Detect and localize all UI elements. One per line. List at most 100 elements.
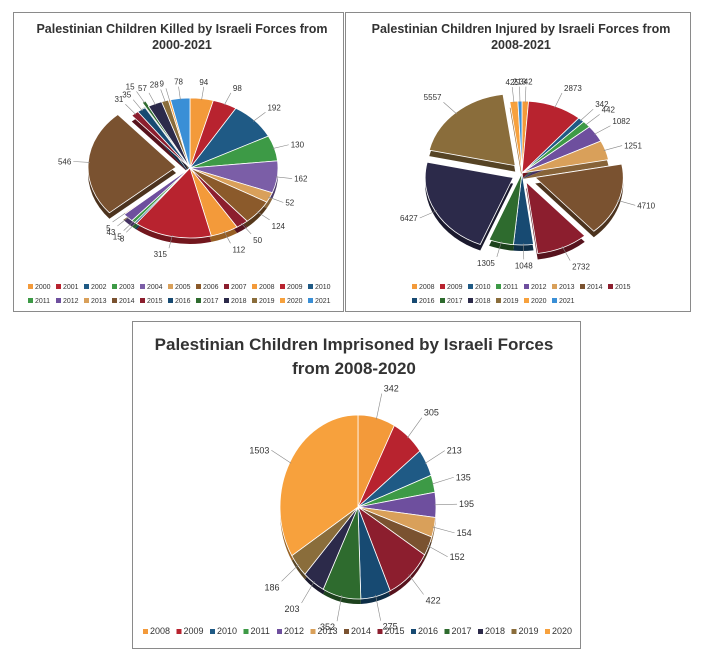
legend-label-2012: 2012 <box>284 626 304 636</box>
legend-swatch-2012 <box>524 284 529 289</box>
leader-line-2009 <box>554 92 563 108</box>
legend-swatch-2006 <box>196 284 201 289</box>
legend-swatch-2014 <box>344 629 349 634</box>
leader-line-2008 <box>223 230 231 244</box>
leader-line-2008 <box>376 393 383 420</box>
leader-line-2014 <box>73 161 91 163</box>
data-label-2018: 203 <box>285 604 300 614</box>
leader-line-2010 <box>126 221 137 233</box>
data-label-2013: 1251 <box>624 142 642 151</box>
legend-label-2006: 2006 <box>203 284 219 291</box>
legend-label-2009: 2009 <box>184 626 204 636</box>
legend-swatch-2010 <box>468 284 473 289</box>
legend-swatch-2011 <box>28 298 33 303</box>
leader-line-2011 <box>431 476 454 485</box>
legend-swatch-2014 <box>112 298 117 303</box>
leader-line-2008 <box>524 86 527 103</box>
legend-label-2021: 2021 <box>315 298 331 305</box>
data-label-2014: 4710 <box>637 201 655 210</box>
leader-line-2012 <box>117 216 130 227</box>
legend-label-2018: 2018 <box>485 626 505 636</box>
leader-line-2015 <box>561 246 571 261</box>
legend-label-2004: 2004 <box>147 284 163 291</box>
legend-swatch-2016 <box>168 298 173 303</box>
data-label-2016: 275 <box>383 622 398 632</box>
data-label-2008: 342 <box>384 384 399 394</box>
legend-label-2017: 2017 <box>447 298 463 305</box>
legend-swatch-2014 <box>580 284 585 289</box>
chart-title-line-2: 2000-2021 <box>152 38 212 52</box>
data-label-2002: 192 <box>267 103 281 112</box>
legend-label-2008: 2008 <box>150 626 170 636</box>
legend-label-2010: 2010 <box>315 284 331 291</box>
data-label-2003: 130 <box>291 141 305 150</box>
data-label-2016: 1048 <box>515 261 533 270</box>
legend-label-2017: 2017 <box>452 626 472 636</box>
legend-swatch-2012 <box>56 298 61 303</box>
legend-label-2005: 2005 <box>175 284 191 291</box>
legend-swatch-2017 <box>444 629 450 634</box>
leader-line-2017 <box>136 91 145 104</box>
legend-swatch-2015 <box>608 284 613 289</box>
leader-line-2012 <box>434 503 458 506</box>
legend-label-2021: 2021 <box>559 298 575 305</box>
leader-line-2010 <box>424 450 445 464</box>
pie-chart-injured: Palestinian Children Injured by Israeli … <box>372 22 671 305</box>
legend-label-2017: 2017 <box>203 298 219 305</box>
leader-line-2013 <box>603 145 623 151</box>
legend-label-2014: 2014 <box>351 626 371 636</box>
leader-line-2004 <box>275 176 293 179</box>
legend-label-2018: 2018 <box>231 298 247 305</box>
legend-label-2013: 2013 <box>91 298 107 305</box>
legend-swatch-2012 <box>277 629 282 634</box>
legend-label-2014: 2014 <box>119 298 135 305</box>
data-label-2004: 162 <box>294 175 308 184</box>
leader-line-2017 <box>496 241 502 258</box>
data-label-2017: 352 <box>320 622 335 632</box>
legend-label-2019: 2019 <box>519 626 539 636</box>
data-label-2001: 98 <box>233 84 242 93</box>
leader-line-2021 <box>178 86 181 100</box>
legend-label-2013: 2013 <box>318 626 338 636</box>
legend-label-2015: 2015 <box>147 298 163 305</box>
data-label-2000: 94 <box>199 78 208 87</box>
legend-swatch-2018 <box>478 629 483 634</box>
leader-line-2007 <box>240 222 252 235</box>
legend-swatch-2010 <box>308 284 313 289</box>
data-label-2013: 5 <box>106 224 111 233</box>
data-label-2020: 1503 <box>249 445 269 455</box>
legend-swatch-2002 <box>84 284 89 289</box>
legend-swatch-2018 <box>224 298 229 303</box>
chart-legend: 2008 2009 2010 2011 2012 2013 2014 2015 2016 2017… <box>143 626 572 636</box>
legend-swatch-2013 <box>84 298 89 303</box>
legend-swatch-2000 <box>28 284 33 289</box>
legend-label-2012: 2012 <box>531 284 547 291</box>
legend-swatch-2013 <box>310 629 316 634</box>
pie-slices <box>87 97 279 239</box>
legend-swatch-2009 <box>280 284 285 289</box>
leader-line-2016 <box>132 99 143 111</box>
chart-panel-killed: Palestinian Children Killed by Israeli F… <box>13 12 344 312</box>
chart-legend: 2008 2009 2010 2011 2012 2013 2014 2015 2016 2017… <box>412 284 631 305</box>
pie-data-labels: 9498192130162521245011231581543554631351… <box>58 78 308 260</box>
data-label-2009: 2873 <box>564 84 582 93</box>
data-label-2019: 28 <box>150 80 159 89</box>
legend-label-2020: 2020 <box>287 298 303 305</box>
data-label-2015: 31 <box>114 95 123 104</box>
legend-swatch-2016 <box>412 298 417 303</box>
legend-label-2009: 2009 <box>447 284 463 291</box>
leader-line-2013 <box>432 526 455 534</box>
legend-label-2002: 2002 <box>91 284 107 291</box>
legend-label-2016: 2016 <box>175 298 191 305</box>
chart-title-line-1: Palestinian Children Imprisoned by Israe… <box>155 335 554 354</box>
legend-label-2008: 2008 <box>259 284 275 291</box>
legend-label-2014: 2014 <box>587 284 603 291</box>
chart-panel-injured: Palestinian Children Injured by Israeli … <box>345 12 691 312</box>
legend-swatch-2001 <box>56 284 61 289</box>
leader-line-2017 <box>336 595 343 622</box>
legend-label-2019: 2019 <box>503 298 519 305</box>
legend-label-2016: 2016 <box>418 626 438 636</box>
legend-label-2009: 2009 <box>287 284 303 291</box>
pie-slice-depth-2015 <box>131 117 190 174</box>
legend-swatch-2017 <box>440 298 445 303</box>
